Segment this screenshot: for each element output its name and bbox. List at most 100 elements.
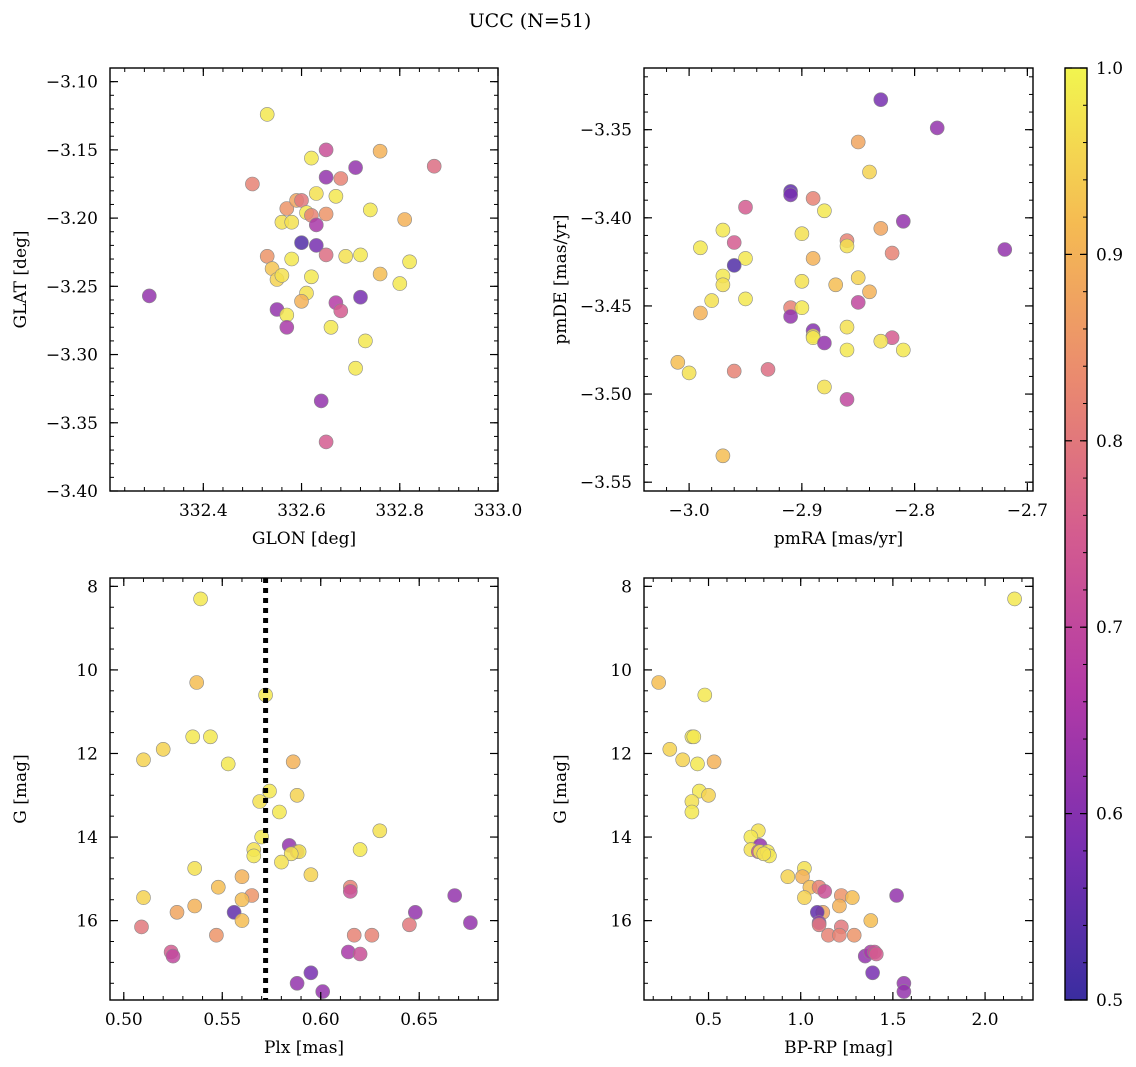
x-tick-label: −2.9 <box>781 501 822 521</box>
data-point <box>805 251 821 266</box>
y-axis-label: G [mag] <box>11 754 31 823</box>
data-point <box>889 888 904 903</box>
data-point <box>651 675 667 690</box>
y-tick-label: −3.35 <box>46 414 98 434</box>
data-point <box>372 143 388 159</box>
data-point <box>274 854 289 870</box>
colorbar-gradient <box>1064 67 1088 1001</box>
x-axis-label: BP-RP [mag] <box>784 1038 893 1058</box>
data-point <box>738 199 753 215</box>
data-point <box>318 206 334 222</box>
data-point <box>402 917 417 933</box>
data-point <box>203 729 218 745</box>
data-point <box>828 277 844 293</box>
data-point <box>348 360 363 376</box>
data-point <box>783 187 798 203</box>
points-group <box>142 107 442 450</box>
data-point <box>358 333 373 349</box>
colorbar-tick-label: 0.7 <box>1096 618 1123 638</box>
data-point <box>318 434 334 450</box>
data-point <box>846 927 862 943</box>
figure-title: UCC (N=51) <box>469 10 592 32</box>
x-tick-label: 1.0 <box>787 1010 814 1030</box>
data-point <box>783 309 798 324</box>
data-point <box>681 365 697 381</box>
data-point <box>780 869 796 885</box>
colorbar-tick-label: 0.5 <box>1096 991 1123 1011</box>
data-point <box>283 846 299 862</box>
data-point <box>289 787 305 803</box>
data-point <box>407 904 423 920</box>
panel-position: 332.4 332.6 332.8 333.0 −3.40 −3.35 −3.30 −3.25… <box>11 67 523 549</box>
data-point <box>839 392 855 407</box>
y-tick-label: −3.45 <box>580 297 632 317</box>
y-tick-label: 8 <box>87 577 98 597</box>
data-point <box>187 861 202 876</box>
data-point <box>155 741 171 757</box>
data-point <box>234 913 250 928</box>
y-tick-label: −3.30 <box>46 346 98 366</box>
data-point <box>738 291 753 307</box>
data-point <box>832 927 847 943</box>
data-point <box>303 965 319 981</box>
data-point <box>426 158 442 174</box>
y-tick-label: −3.35 <box>580 121 632 141</box>
x-tick-label: 2.0 <box>972 1010 999 1030</box>
y-tick-label: 8 <box>621 577 632 597</box>
data-point <box>294 293 309 309</box>
data-point <box>701 787 716 803</box>
data-point <box>209 927 224 943</box>
data-point <box>686 729 702 745</box>
y-tick-label: 12 <box>76 744 98 764</box>
data-point <box>193 591 208 607</box>
data-point <box>246 848 262 864</box>
data-point <box>868 946 884 962</box>
y-tick-label: −3.40 <box>46 482 98 502</box>
data-point <box>353 289 368 305</box>
panel-proper-motion: −3.0 −2.9 −2.8 −2.7 −3.55 −3.50 −3.45 −3.40 −3.3… <box>551 67 1048 549</box>
data-point <box>929 120 945 136</box>
data-point <box>873 92 889 107</box>
data-point <box>873 221 889 236</box>
colorbar-tick-label: 0.9 <box>1096 245 1123 265</box>
data-point <box>706 754 722 770</box>
data-point <box>863 913 879 928</box>
data-point <box>844 890 860 905</box>
data-point <box>318 169 334 185</box>
y-tick-label: −3.20 <box>46 209 98 229</box>
x-axis-label: Plx [mas] <box>264 1038 344 1058</box>
data-point <box>165 948 181 964</box>
x-tick-label: −3.0 <box>668 501 709 521</box>
x-tick-label: 332.8 <box>375 501 424 521</box>
y-tick-label: −3.15 <box>46 141 98 161</box>
data-point <box>136 890 151 905</box>
data-point <box>342 884 358 899</box>
data-point <box>187 898 202 914</box>
data-point <box>738 251 753 266</box>
data-point <box>862 164 877 180</box>
x-tick-label: 0.5 <box>695 1010 722 1030</box>
y-tick-label: −3.55 <box>580 473 632 493</box>
data-point <box>794 300 810 316</box>
data-point <box>895 342 911 358</box>
data-point <box>726 258 742 273</box>
data-point <box>189 675 204 690</box>
data-point <box>294 235 309 250</box>
data-point <box>463 915 478 931</box>
data-point <box>839 319 855 335</box>
data-point <box>333 303 349 319</box>
y-tick-label: 14 <box>76 828 98 848</box>
data-point <box>274 268 290 283</box>
data-point <box>865 965 880 981</box>
data-point <box>715 448 731 464</box>
colorbar-tick-label: 0.8 <box>1096 432 1123 452</box>
data-point <box>259 248 275 264</box>
y-axis-label: G [mag] <box>551 754 571 823</box>
data-point <box>318 247 334 263</box>
data-point <box>839 342 855 358</box>
x-tick-label: 333.0 <box>474 501 523 521</box>
data-point <box>817 335 832 351</box>
data-point <box>346 927 362 943</box>
data-point <box>895 214 911 229</box>
data-point <box>795 869 810 885</box>
